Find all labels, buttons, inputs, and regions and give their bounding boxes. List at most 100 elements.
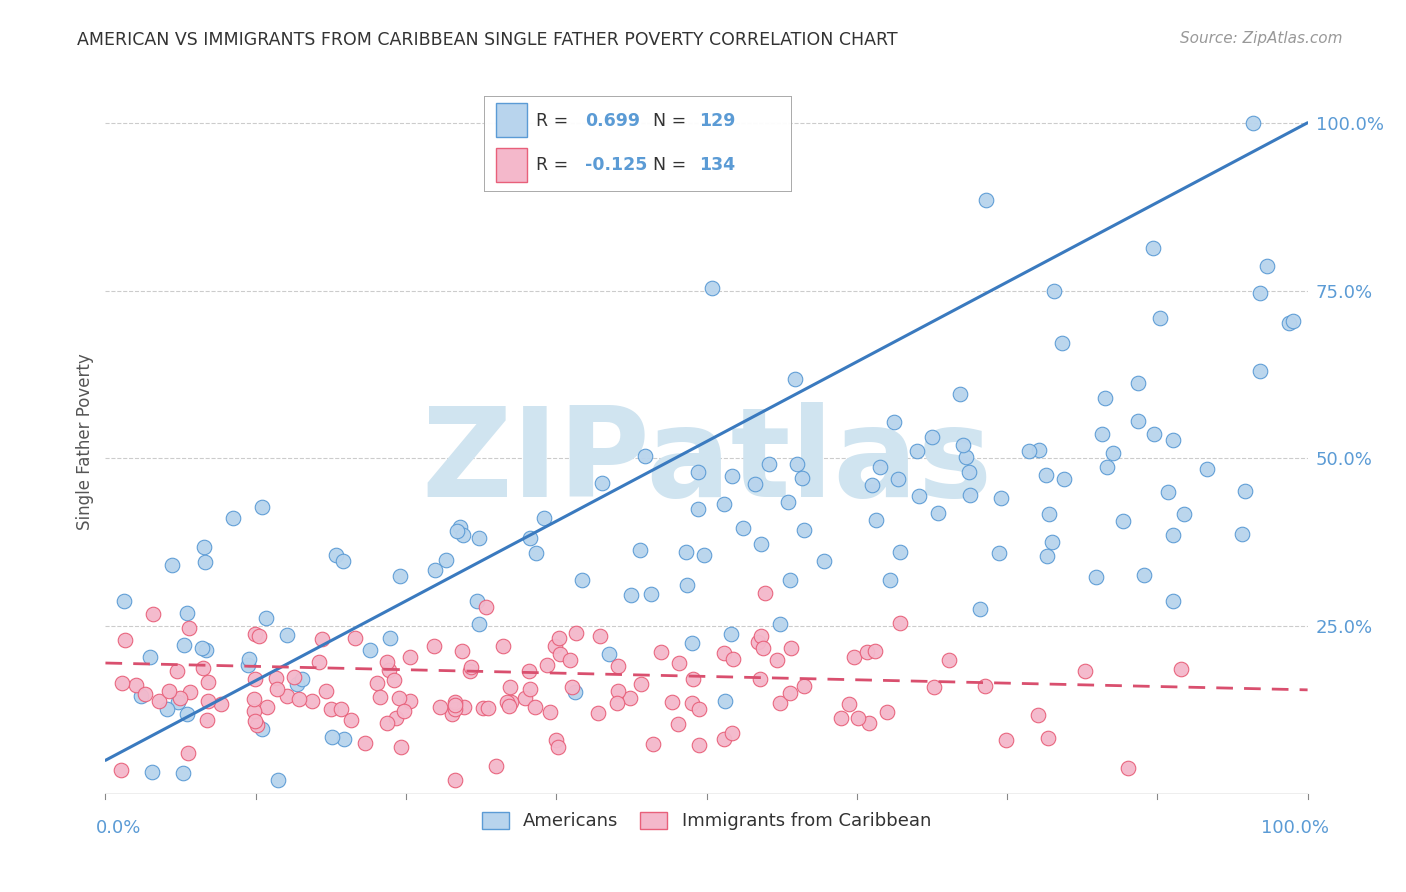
Point bbox=[988, 546, 1011, 560]
Point bbox=[252, 722, 274, 736]
Point bbox=[790, 470, 813, 484]
Point bbox=[533, 511, 555, 525]
Point bbox=[276, 628, 298, 642]
Point bbox=[561, 680, 583, 694]
Point bbox=[460, 660, 482, 674]
Point bbox=[114, 632, 136, 647]
Point bbox=[177, 746, 200, 760]
Point bbox=[382, 673, 405, 687]
Point bbox=[586, 706, 609, 720]
Point bbox=[283, 670, 305, 684]
Point bbox=[1161, 433, 1184, 447]
Point bbox=[571, 574, 593, 588]
Point bbox=[148, 694, 170, 708]
Point bbox=[889, 615, 911, 630]
Point bbox=[752, 640, 775, 655]
Point bbox=[783, 371, 806, 385]
Point bbox=[458, 664, 481, 678]
Point bbox=[191, 640, 214, 655]
Point bbox=[876, 705, 898, 719]
Point bbox=[952, 438, 974, 452]
Point bbox=[444, 702, 467, 716]
Point bbox=[858, 716, 880, 731]
Point bbox=[974, 679, 997, 693]
Point bbox=[688, 702, 710, 716]
Point bbox=[142, 607, 165, 621]
Point bbox=[779, 686, 801, 700]
Point bbox=[830, 711, 852, 725]
Point bbox=[959, 488, 981, 502]
Point bbox=[1195, 461, 1218, 475]
Point bbox=[628, 542, 651, 557]
Point bbox=[700, 281, 723, 295]
Point bbox=[842, 650, 865, 665]
Point bbox=[1126, 376, 1149, 391]
Point bbox=[301, 693, 323, 707]
Point bbox=[792, 679, 814, 693]
Point bbox=[544, 639, 567, 653]
Point bbox=[173, 638, 195, 652]
Point bbox=[1161, 527, 1184, 541]
Point bbox=[598, 648, 620, 662]
Point bbox=[160, 558, 183, 573]
Point bbox=[908, 489, 931, 503]
Point bbox=[332, 554, 354, 568]
Point bbox=[856, 645, 879, 659]
Point bbox=[194, 642, 217, 657]
Point bbox=[378, 632, 401, 646]
Point bbox=[499, 680, 522, 694]
Point bbox=[949, 387, 972, 401]
Point bbox=[786, 457, 808, 471]
Point bbox=[924, 680, 946, 694]
Point bbox=[321, 730, 343, 744]
Point bbox=[475, 599, 498, 614]
Point bbox=[1018, 444, 1040, 458]
Point bbox=[236, 658, 259, 673]
Point bbox=[398, 649, 420, 664]
Point bbox=[957, 465, 980, 479]
Point bbox=[238, 652, 260, 666]
Point bbox=[1095, 460, 1118, 475]
Point bbox=[125, 678, 148, 692]
Point bbox=[538, 705, 561, 719]
Point bbox=[744, 477, 766, 491]
Text: Source: ZipAtlas.com: Source: ZipAtlas.com bbox=[1180, 31, 1343, 46]
Point bbox=[793, 523, 815, 537]
Point bbox=[974, 194, 997, 208]
Point bbox=[921, 429, 943, 443]
Point bbox=[485, 759, 508, 773]
Point bbox=[865, 514, 887, 528]
Point bbox=[589, 629, 612, 643]
Point bbox=[517, 664, 540, 678]
Point bbox=[325, 549, 347, 563]
Point bbox=[524, 700, 547, 714]
Point bbox=[666, 717, 689, 731]
Point bbox=[156, 702, 179, 716]
Point bbox=[444, 773, 467, 788]
Point bbox=[343, 632, 366, 646]
Point bbox=[887, 472, 910, 486]
Point bbox=[499, 695, 522, 709]
Point bbox=[1050, 336, 1073, 351]
Point bbox=[353, 735, 375, 749]
Point bbox=[492, 639, 515, 653]
Point bbox=[169, 691, 191, 706]
Point bbox=[1038, 507, 1060, 521]
Point bbox=[1157, 485, 1180, 500]
Point bbox=[515, 691, 537, 706]
Point bbox=[389, 740, 412, 755]
Point bbox=[630, 677, 652, 691]
Point bbox=[134, 687, 156, 701]
Point bbox=[197, 675, 219, 690]
Point bbox=[686, 501, 709, 516]
Point bbox=[747, 635, 769, 649]
Point bbox=[519, 531, 541, 545]
Point bbox=[246, 718, 269, 732]
Point bbox=[194, 555, 217, 569]
Point bbox=[256, 699, 278, 714]
Point bbox=[172, 766, 194, 780]
Point bbox=[176, 606, 198, 620]
Point bbox=[780, 641, 803, 656]
Point bbox=[688, 465, 710, 479]
Point bbox=[720, 626, 742, 640]
